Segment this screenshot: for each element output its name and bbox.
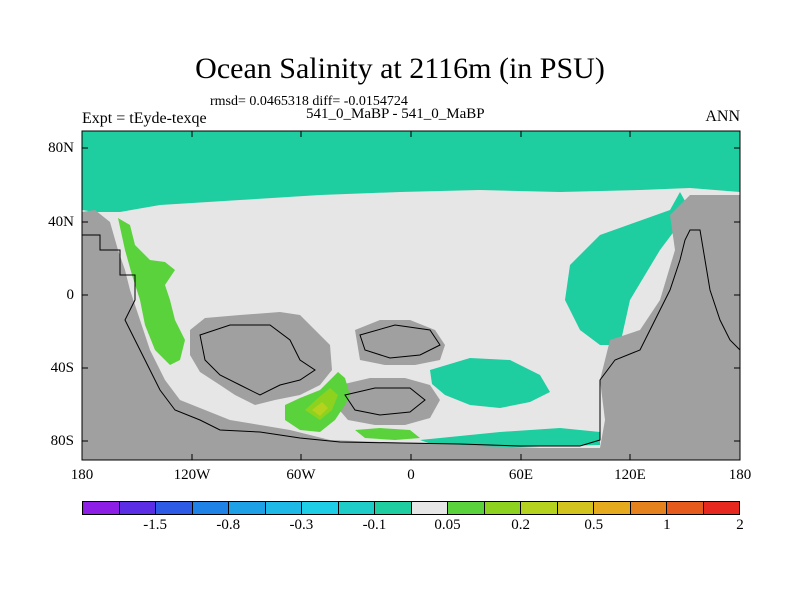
colorbar-label: -1.5	[143, 517, 167, 533]
colorbar-label: -0.8	[216, 517, 241, 533]
lat-tick-label: 40N	[48, 214, 74, 230]
positive-south-peak	[312, 402, 328, 416]
lon-tick-label: 180	[70, 467, 94, 483]
colorbar-swatch	[521, 502, 558, 514]
positive-south-strip	[355, 428, 420, 440]
colorbar-label: 0.05	[434, 517, 461, 533]
colorbar-label: 0.2	[511, 517, 531, 533]
land-mass-south	[82, 195, 740, 460]
colorbar-swatch	[229, 502, 266, 514]
lon-tick-label: 120E	[614, 467, 646, 483]
lon-tick-label: 120W	[173, 467, 211, 483]
colorbar-swatch	[411, 502, 448, 514]
season-label: ANN	[705, 108, 740, 125]
stats-line: rmsd= 0.0465318 diff= -0.0154724	[210, 94, 408, 109]
colorbar-swatch	[302, 502, 339, 514]
colorbar-swatch	[484, 502, 521, 514]
colorbar-swatch	[265, 502, 302, 514]
land-mass-central	[190, 312, 332, 405]
lon-tick-label: 60W	[286, 467, 316, 483]
colorbar-label: 0.5	[584, 517, 604, 533]
colorbar-swatch	[192, 502, 229, 514]
colorbar	[82, 501, 740, 515]
positive-west-region	[118, 218, 185, 365]
negative-south-lens	[430, 358, 550, 408]
colorbar-label: -0.3	[289, 517, 314, 533]
land-mass-south-central	[335, 378, 440, 425]
colorbar-label: -0.1	[362, 517, 387, 533]
experiment-line: 541_0_MaBP - 541_0_MaBP	[306, 106, 485, 122]
lat-tick-label: 40S	[50, 360, 74, 376]
colorbar-swatch	[156, 502, 193, 514]
colorbar-swatch	[338, 502, 375, 514]
colorbar-swatch	[667, 502, 704, 514]
lat-tick-label: 80N	[48, 140, 74, 156]
colorbar-label: 2	[736, 517, 744, 533]
lon-tick-label: 60E	[508, 467, 534, 483]
colorbar-label: 1	[663, 517, 671, 533]
lat-tick-label: 0	[66, 287, 75, 303]
negative-east-region	[565, 192, 690, 345]
negative-north-band	[82, 131, 740, 212]
lon-tick-label: 0	[407, 467, 415, 483]
negative-south-strip	[420, 428, 600, 447]
coastlines	[82, 229, 741, 447]
lat-tick-label: 80S	[50, 433, 74, 449]
colorbar-swatch	[83, 502, 120, 514]
colorbar-swatch	[703, 502, 739, 514]
colorbar-swatch	[448, 502, 485, 514]
colorbar-swatch	[119, 502, 156, 514]
colorbar-swatch	[557, 502, 594, 514]
expt-label: Expt = tEyde-texqe	[82, 110, 207, 127]
colorbar-swatch	[594, 502, 631, 514]
colorbar-swatch	[375, 502, 412, 514]
lon-tick-label: 180	[728, 467, 752, 483]
map-title: Ocean Salinity at 2116m (in PSU)	[195, 52, 605, 85]
axis-ticks	[82, 131, 740, 460]
colorbar-swatch	[630, 502, 667, 514]
